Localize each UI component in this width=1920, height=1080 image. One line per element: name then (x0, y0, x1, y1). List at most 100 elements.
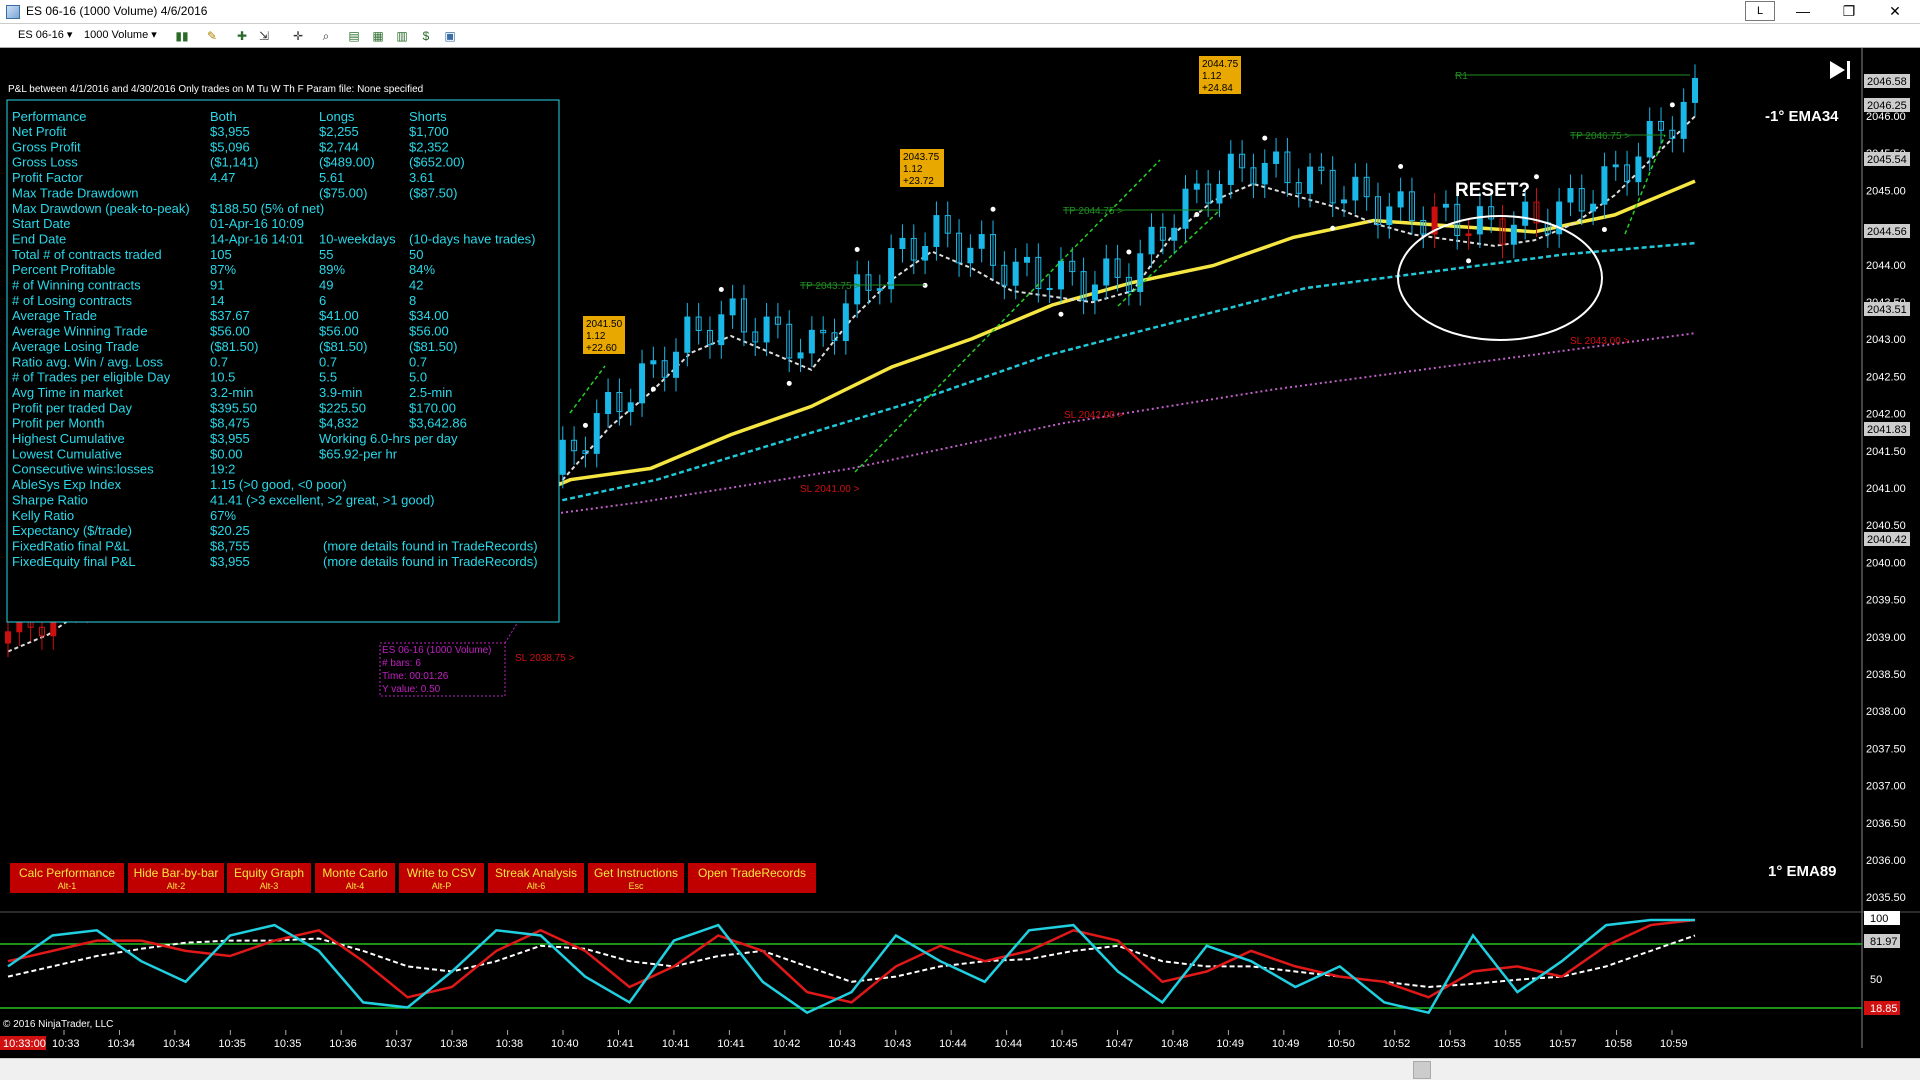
button-bg (128, 863, 224, 893)
strategy-button-8[interactable]: Open TradeRecords (688, 863, 816, 893)
template-icon[interactable]: ▣ (444, 29, 456, 43)
pnl-cell: 8 (409, 293, 416, 308)
layout-button[interactable]: L (1745, 1, 1775, 21)
zoom-icon[interactable]: ⌕ (322, 29, 330, 43)
horizontal-scrollbar[interactable] (0, 1058, 1920, 1080)
pnl-cell: Avg Time in market (12, 385, 123, 400)
candle-body (706, 329, 713, 346)
pnl-cell: Gross Loss (12, 155, 78, 170)
candle-body (1250, 167, 1257, 185)
pnl-cell: 67% (210, 508, 236, 523)
candle-body (1465, 233, 1472, 237)
pnl-header: P&L between 4/1/2016 and 4/30/2016 Only … (8, 84, 423, 95)
pnl-cell: $188.50 (5% of net) (210, 201, 324, 216)
candle-body (1476, 206, 1483, 235)
pnl-cell: Profit Factor (12, 170, 83, 185)
candle-body (990, 234, 997, 266)
pnl-cell: 14 (210, 293, 224, 308)
swing-dot (990, 206, 996, 212)
osc-tick: 100 (1864, 911, 1900, 925)
time-tick: 10:38 (440, 1038, 468, 1050)
dollar-icon[interactable]: $ (422, 29, 430, 43)
button-bg (315, 863, 395, 893)
candle-body (1023, 256, 1030, 263)
pnl-column-header: Both (210, 109, 237, 124)
pnl-cell: $3,955 (210, 124, 250, 139)
swing-dot (1533, 174, 1539, 180)
reset-ellipse (1397, 215, 1603, 341)
time-tick: 10:41 (717, 1038, 745, 1050)
candle-body (1137, 253, 1144, 293)
candle-body (1159, 226, 1166, 241)
candle-body (1125, 276, 1132, 293)
bar-type-icon[interactable]: ▮▮ (175, 29, 189, 43)
restore-button[interactable]: ❐ (1842, 3, 1856, 19)
swing-dot (1194, 212, 1200, 218)
price-tick: 2041.50 (1866, 446, 1906, 458)
time-tick: 10:59 (1660, 1038, 1688, 1050)
candle-body (1069, 260, 1076, 273)
candle-body (661, 360, 668, 378)
candle-body (854, 274, 861, 305)
add-indicator-icon[interactable]: ✚ (236, 29, 248, 43)
pnl-cell: $2,352 (409, 139, 449, 154)
svg-text:# bars: 6: # bars: 6 (382, 658, 421, 669)
candle-body (899, 237, 906, 250)
ema89-label: 1° EMA89 (1768, 863, 1837, 880)
pnl-cell: FixedEquity final P&L (12, 554, 136, 569)
button-label: Monte Carlo (322, 866, 388, 880)
minimize-button[interactable]: — (1796, 3, 1810, 19)
price-marker: 2044.56 (1864, 224, 1910, 238)
candle-body (1533, 201, 1540, 224)
button-hotkey: Alt-6 (527, 881, 546, 891)
candle-body (1363, 176, 1370, 198)
price-chart[interactable]: R1 RESET? -1° EMA34 1° EMA89 TP 2043.75 … (0, 48, 1920, 1058)
interval-selector[interactable]: 1000 Volume ▾ (84, 29, 157, 41)
strategy-icon[interactable]: ▦ (372, 29, 384, 43)
properties-icon[interactable]: ▤ (348, 29, 360, 43)
svg-text:ES 06-16 (1000 Volume): ES 06-16 (1000 Volume) (382, 645, 492, 656)
button-hotkey: Alt-2 (167, 881, 186, 891)
scrollbar-thumb[interactable] (1413, 1061, 1431, 1079)
button-bg (688, 863, 816, 893)
crosshair-icon[interactable]: ✛ (292, 29, 304, 43)
candle-body (1284, 151, 1291, 184)
data-box-icon[interactable]: ▥ (396, 29, 408, 43)
reset-annotation: RESET? (1455, 180, 1530, 201)
price-tick: 2038.50 (1866, 669, 1906, 681)
instrument-selector[interactable]: ES 06-16 ▾ (18, 29, 73, 41)
swing-dot (922, 282, 928, 288)
osc-fast-path (7, 918, 1695, 1015)
oscillator-axis: 100 81.97 50 18.85 (1864, 911, 1900, 1015)
pointer-icon[interactable]: ⇲ (258, 29, 270, 43)
pencil-icon[interactable]: ✎ (206, 29, 218, 43)
pnl-cell: $3,955 (210, 554, 250, 569)
pnl-cell: $4,832 (319, 416, 359, 431)
pnl-cell: 41.41 (>3 excellent, >2 great, >1 good) (210, 492, 434, 507)
candle-body (1590, 203, 1597, 212)
price-tick: 2042.50 (1866, 371, 1906, 383)
pnl-cell: 3.2-min (210, 385, 253, 400)
svg-text:+22.60: +22.60 (586, 343, 617, 354)
close-button[interactable]: ✕ (1889, 3, 1901, 19)
osc-tick-label: 81.97 (1870, 936, 1898, 948)
title-bar: ES 06-16 (1000 Volume) 4/6/2016 L — ❐ ✕ (0, 0, 1920, 24)
time-tick: 10:34 (163, 1038, 191, 1050)
chart-area[interactable]: R1 RESET? -1° EMA34 1° EMA89 TP 2043.75 … (0, 48, 1920, 1058)
scroll-end-icon[interactable] (1830, 61, 1845, 79)
button-hotkey: Alt-P (432, 881, 452, 891)
pnl-cell: ($75.00) (319, 185, 367, 200)
sl-label-3: SL 2038.75 > (515, 653, 575, 664)
price-marker-bg (1864, 302, 1910, 316)
pnl-cell: Ratio avg. Win / avg. Loss (12, 354, 164, 369)
oscillator-panel (0, 918, 1862, 1015)
button-hotkey: Alt-1 (58, 881, 77, 891)
swing-dot (1398, 163, 1404, 169)
